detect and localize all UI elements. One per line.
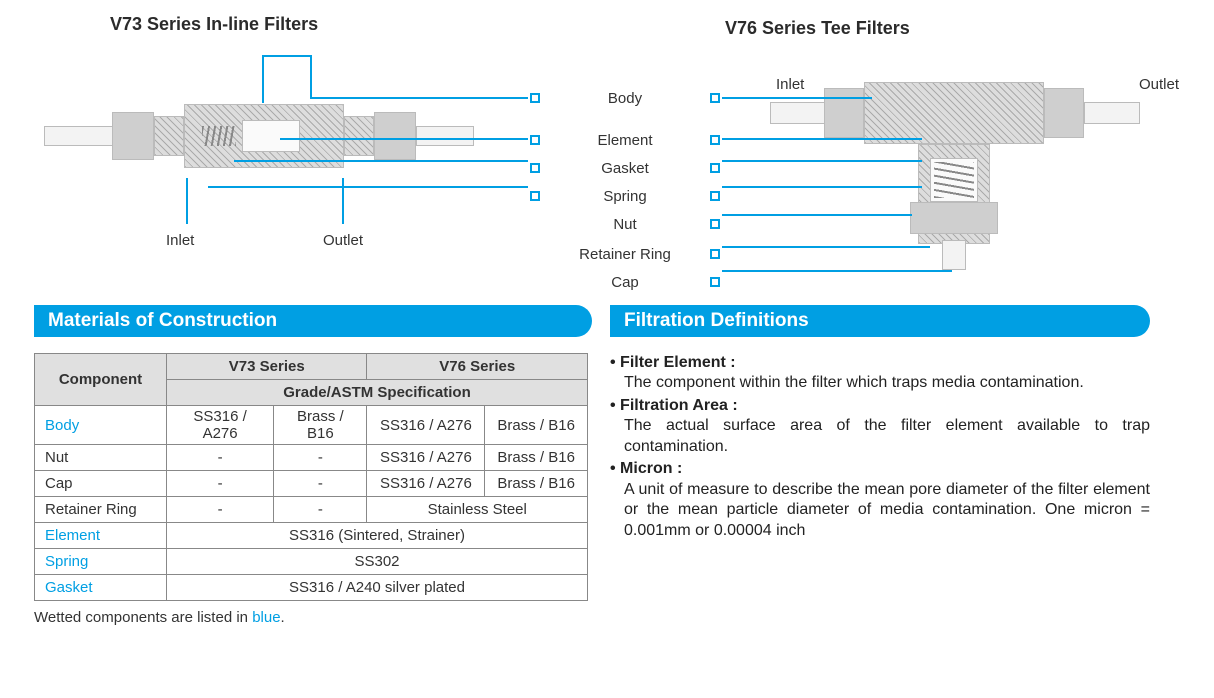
footnote-text: .: [281, 609, 285, 626]
col-v76: V76 Series: [367, 354, 588, 380]
part-label-column: Body Element Gasket Spring Nut Retainer …: [530, 86, 720, 298]
diagram-title-right: V76 Series Tee Filters: [725, 18, 910, 39]
v73-filter-drawing: [44, 94, 474, 178]
diagram-title-left: V73 Series In-line Filters: [110, 14, 318, 35]
label-text: Cap: [611, 274, 639, 291]
table-row: Cap - - SS316 / A276 Brass / B16: [35, 471, 588, 497]
footnote-accent: blue: [252, 609, 280, 626]
label-spring: Spring: [530, 184, 720, 208]
label-text: Element: [597, 132, 652, 149]
table-row: Gasket SS316 / A240 silver plated: [35, 575, 588, 601]
table-row: Nut - - SS316 / A276 Brass / B16: [35, 445, 588, 471]
lower-panels: Materials of Construction Component V73 …: [0, 305, 1214, 695]
def-term: Filter Element :: [610, 353, 1150, 373]
def-term: Filtration Area :: [610, 396, 1150, 416]
v73-inlet-label: Inlet: [166, 232, 194, 249]
def-desc: A unit of measure to describe the mean p…: [624, 480, 1150, 541]
col-spec: Grade/ASTM Specification: [167, 380, 588, 406]
marker-right-icon: [710, 219, 720, 229]
marker-right-icon: [710, 191, 720, 201]
marker-right-icon: [710, 135, 720, 145]
cell-component: Retainer Ring: [35, 497, 167, 523]
cell-component: Body: [35, 406, 167, 445]
cell: SS316 / A240 silver plated: [167, 575, 588, 601]
cell: -: [274, 445, 367, 471]
label-nut: Nut: [530, 212, 720, 236]
label-text: Spring: [603, 188, 646, 205]
v76-filter-drawing: [770, 62, 1150, 282]
cell: Brass / B16: [485, 471, 588, 497]
diagram-area: V73 Series In-line Filters V76 Series Te…: [0, 0, 1214, 308]
def-term: Micron :: [610, 459, 1150, 479]
materials-table: Component V73 Series V76 Series Grade/AS…: [34, 353, 588, 601]
v73-outlet-label: Outlet: [323, 232, 363, 249]
marker-left-icon: [530, 191, 540, 201]
cell: -: [274, 497, 367, 523]
cell-component: Nut: [35, 445, 167, 471]
definitions-panel: Filtration Definitions Filter Element : …: [592, 305, 1174, 695]
cell: -: [274, 471, 367, 497]
v76-inlet-label: Inlet: [776, 76, 804, 93]
cell: Brass / B16: [485, 406, 588, 445]
table-row: Retainer Ring - - Stainless Steel: [35, 497, 588, 523]
def-desc: The actual surface area of the filter el…: [624, 416, 1150, 457]
col-component: Component: [35, 354, 167, 406]
marker-right-icon: [710, 163, 720, 173]
col-v73: V73 Series: [167, 354, 367, 380]
cell: Brass / B16: [274, 406, 367, 445]
cell: SS302: [167, 549, 588, 575]
cell: SS316 / A276: [367, 406, 485, 445]
cell-component: Spring: [35, 549, 167, 575]
table-header-row-1: Component V73 Series V76 Series: [35, 354, 588, 380]
label-retainer-ring: Retainer Ring: [530, 242, 720, 266]
cell-component: Gasket: [35, 575, 167, 601]
marker-left-icon: [530, 163, 540, 173]
label-text: Gasket: [601, 160, 649, 177]
footnote-text: Wetted components are listed in: [34, 609, 252, 626]
cell: -: [167, 497, 274, 523]
marker-left-icon: [530, 93, 540, 103]
definitions-banner: Filtration Definitions: [610, 305, 1150, 337]
marker-right-icon: [710, 93, 720, 103]
marker-right-icon: [710, 249, 720, 259]
cell: SS316 / A276: [167, 406, 274, 445]
label-text: Nut: [613, 216, 636, 233]
label-element: Element: [530, 128, 720, 152]
materials-panel: Materials of Construction Component V73 …: [0, 305, 592, 695]
cell: Brass / B16: [485, 445, 588, 471]
materials-footnote: Wetted components are listed in blue.: [34, 609, 592, 626]
cell: Stainless Steel: [367, 497, 588, 523]
cell: -: [167, 471, 274, 497]
label-body: Body: [530, 86, 720, 110]
table-row: Spring SS302: [35, 549, 588, 575]
cell-component: Cap: [35, 471, 167, 497]
cell: SS316 / A276: [367, 471, 485, 497]
cell: -: [167, 445, 274, 471]
marker-right-icon: [710, 277, 720, 287]
label-gasket: Gasket: [530, 156, 720, 180]
cell-component: Element: [35, 523, 167, 549]
marker-left-icon: [530, 135, 540, 145]
table-row: Element SS316 (Sintered, Strainer): [35, 523, 588, 549]
table-row: Body SS316 / A276 Brass / B16 SS316 / A2…: [35, 406, 588, 445]
cell: SS316 (Sintered, Strainer): [167, 523, 588, 549]
definitions-list: Filter Element : The component within th…: [610, 353, 1150, 541]
def-desc: The component within the filter which tr…: [624, 373, 1150, 393]
v76-outlet-label: Outlet: [1139, 76, 1179, 93]
cell: SS316 / A276: [367, 445, 485, 471]
materials-banner: Materials of Construction: [34, 305, 592, 337]
label-cap: Cap: [530, 270, 720, 294]
label-text: Body: [608, 90, 642, 107]
label-text: Retainer Ring: [579, 246, 671, 263]
